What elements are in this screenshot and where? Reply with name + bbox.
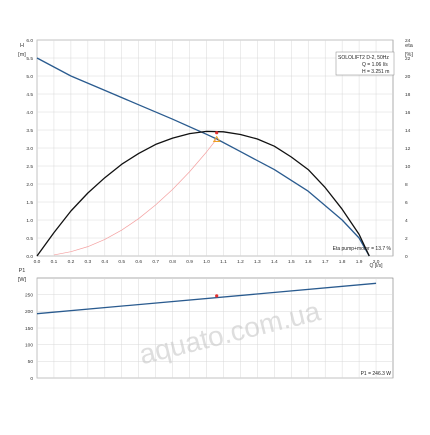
y-right-tick-label: 24 <box>405 38 411 44</box>
lower-y-tick-label: 50 <box>28 359 34 365</box>
lower-panel: 0 50 100 150 200 250 <box>25 277 394 382</box>
y-left-tick-label: 2.0 <box>26 182 33 188</box>
power-annotation: P1 = 246.3 W <box>361 371 392 377</box>
y-right-tick-label: 0 <box>405 254 408 260</box>
y-right-tick-label: 16 <box>405 110 411 116</box>
y-right-symbol: eta <box>405 43 414 49</box>
lower-y-tick-label: 100 <box>25 342 33 348</box>
y-left-tick-label: 4.0 <box>26 110 33 116</box>
lower-y-tick-label: 150 <box>25 326 33 332</box>
y-left-tick-label: 3.0 <box>26 146 33 152</box>
efficiency-curve <box>36 130 370 257</box>
legend-q: Q = 1.06 l/s <box>362 62 388 68</box>
x-tick-label: 0.0 <box>34 259 41 265</box>
x-tick-label: 1.3 <box>254 259 261 265</box>
system-curve-curve <box>53 138 217 256</box>
legend-title: SOLOLIFT2 D-2, 50Hz <box>338 55 389 61</box>
y-left-tick-label: 4.5 <box>26 92 33 98</box>
y-left-tick-label: 1.0 <box>26 218 33 224</box>
upper-panel: 0.0 0.1 0.2 0.3 0.4 0.5 0.6 0.7 0.8 0.9 1.0 1.1 1.2 1… <box>26 38 410 265</box>
power-curve <box>36 282 377 315</box>
x-tick-label: 0.6 <box>135 259 142 265</box>
y-right-tick-label: 22 <box>405 56 411 62</box>
x-tick-label: 0.4 <box>101 259 108 265</box>
x-tick-label: 0.1 <box>51 259 58 265</box>
x-tick-label: 0.3 <box>85 259 92 265</box>
eta-point-marker <box>215 131 219 135</box>
x-tick-label: 0.2 <box>68 259 75 265</box>
x-tick-label: 1.4 <box>271 259 278 265</box>
y-right-tick-label: 18 <box>405 92 411 98</box>
y-left-tick-label: 6.0 <box>26 38 33 44</box>
x-tick-label: 1.6 <box>305 259 312 265</box>
y-left-tick-label: 1.5 <box>26 200 33 206</box>
x-tick-label: 1.5 <box>288 259 295 265</box>
x-tick-label: 2.0 <box>373 259 380 265</box>
y-left-tick-label: 2.5 <box>26 164 33 170</box>
x-tick-label: 1.9 <box>356 259 363 265</box>
y-right-unit: [%] <box>405 52 413 58</box>
y-left-tick-label: 0.0 <box>26 254 33 260</box>
y-right-tick-label: 8 <box>405 182 408 188</box>
x-tick-label: 0.8 <box>169 259 176 265</box>
y-left-tick-label: 3.5 <box>26 128 33 134</box>
power-point-marker <box>215 294 219 298</box>
x-tick-label: 0.7 <box>152 259 159 265</box>
x-tick-label: 1.0 <box>203 259 210 265</box>
duty-point-marker <box>212 135 221 142</box>
y-right-tick-label: 4 <box>405 218 408 224</box>
y-left-unit: [m] <box>18 52 26 58</box>
y-right-tick-label: 12 <box>405 146 411 152</box>
x-tick-label: 1.7 <box>322 259 329 265</box>
legend-h: H = 3.251 m <box>362 69 389 75</box>
lower-y-tick-label: 200 <box>25 309 33 315</box>
lower-y-tick-label: 250 <box>25 292 33 298</box>
y-right-tick-label: 20 <box>405 74 411 80</box>
y-right-tick-label: 2 <box>405 236 408 242</box>
x-tick-label: 0.5 <box>118 259 125 265</box>
x-axis-label: Q [l/s] <box>369 263 383 269</box>
y-right-tick-label: 6 <box>405 200 408 206</box>
legend-box <box>335 51 395 76</box>
x-tick-label: 1.8 <box>339 259 346 265</box>
x-tick-label: 1.2 <box>237 259 244 265</box>
x-tick-label: 1.1 <box>220 259 227 265</box>
lower-y-tick-label: 0 <box>30 376 33 382</box>
y-left-symbol: H <box>20 43 24 49</box>
y-left-tick-label: 0.5 <box>26 236 33 242</box>
lower-y-symbol: P1 <box>19 268 26 274</box>
y-left-tick-label: 5.0 <box>26 74 33 80</box>
y-right-tick-label: 14 <box>405 128 411 134</box>
y-left-tick-label: 5.5 <box>26 56 33 62</box>
efficiency-annotation: Eta pump+motor = 13.7 % <box>333 246 392 252</box>
x-tick-label: 0.9 <box>186 259 193 265</box>
y-right-tick-label: 10 <box>405 164 411 170</box>
lower-y-unit: [W] <box>18 277 27 283</box>
